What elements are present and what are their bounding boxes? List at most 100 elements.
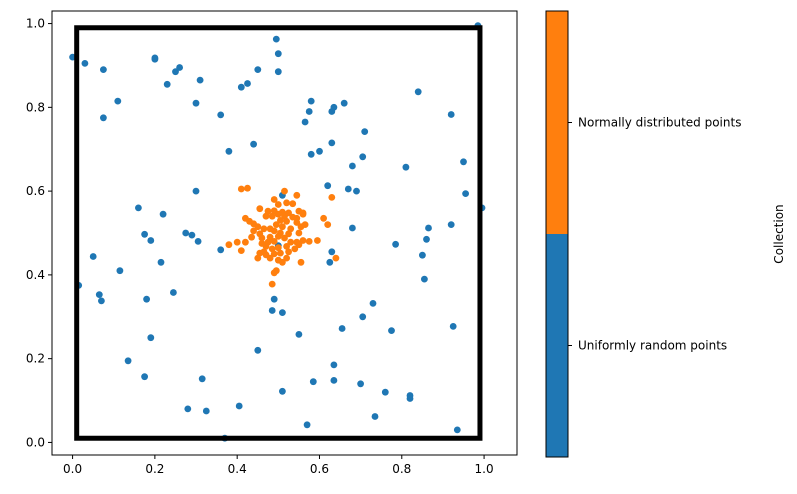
uniform-point <box>194 238 202 245</box>
normal-point <box>305 238 313 245</box>
normal-point <box>297 258 305 266</box>
uniform-point <box>340 99 348 107</box>
uniform-point <box>462 190 469 198</box>
bounding-square <box>74 25 483 441</box>
normal-point <box>297 223 305 231</box>
uniform-point <box>172 68 179 76</box>
uniform-point <box>95 291 103 298</box>
colorbar-tick-label: Normally distributed points <box>578 116 741 130</box>
uniform-point <box>406 395 414 402</box>
normal-point <box>262 212 270 220</box>
normal-point <box>274 244 282 252</box>
normal-point <box>281 212 288 220</box>
uniform-point <box>272 35 280 43</box>
normal-point <box>266 254 274 262</box>
uniform-point <box>309 378 317 386</box>
normal-point <box>332 254 340 262</box>
normal-point <box>295 229 303 237</box>
uniform-point <box>353 187 360 195</box>
uniform-point <box>196 76 204 84</box>
normal-point <box>258 234 266 242</box>
normal-point <box>279 258 286 266</box>
uniform-point <box>392 240 399 248</box>
normal-point <box>248 233 256 241</box>
uniform-point <box>359 313 367 321</box>
uniform-point <box>170 289 177 296</box>
normal-point <box>281 187 288 195</box>
normal-point <box>250 227 257 235</box>
uniform-point <box>414 88 422 96</box>
uniform-point <box>198 375 206 383</box>
uniform-point <box>279 309 286 316</box>
uniform-point <box>423 235 430 243</box>
x-tick-label: 0.4 <box>228 462 247 476</box>
uniform-point <box>163 80 171 88</box>
normal-point <box>277 249 284 257</box>
colorbar: Uniformly random points Normally distribu… <box>545 10 786 458</box>
normal-point <box>274 233 282 240</box>
uniform-point <box>344 185 352 193</box>
normal-point <box>260 225 268 233</box>
normal-point <box>291 245 299 253</box>
uniform-point <box>143 295 151 303</box>
uniform-point <box>100 114 107 122</box>
plot-area: 0.0 0.2 0.4 0.6 0.8 1.0 0.0 0.2 0.4 0.6 0.8 1.0 <box>26 10 518 476</box>
uniform-point <box>141 373 149 381</box>
y-tick-label: 0.6 <box>26 184 45 198</box>
uniform-point <box>307 97 315 105</box>
uniform-point <box>81 60 89 67</box>
uniform-point <box>235 402 243 410</box>
uniform-point <box>338 325 346 332</box>
uniform-point <box>147 334 155 342</box>
normal-point <box>254 254 262 262</box>
y-tick-label: 0.8 <box>26 100 45 114</box>
normal-point <box>233 238 241 246</box>
uniform-point <box>141 230 149 238</box>
normal-point <box>256 205 264 213</box>
normal-point <box>324 221 332 229</box>
uniform-point <box>268 307 276 314</box>
uniform-point <box>328 139 336 147</box>
uniform-point <box>114 97 122 105</box>
uniform-point <box>330 377 338 384</box>
uniform-point <box>303 421 311 429</box>
normal-point <box>270 227 278 235</box>
uniform-point <box>295 331 303 338</box>
uniform-point <box>449 323 457 330</box>
normal-point <box>283 199 290 207</box>
x-tick-label: 0.0 <box>63 462 82 476</box>
normal-point <box>299 210 307 218</box>
normal-point <box>279 223 286 231</box>
uniform-point <box>135 204 142 212</box>
uniform-point <box>324 182 332 190</box>
normal-point <box>242 238 249 246</box>
uniform-point <box>447 221 455 229</box>
x-tick-label: 0.8 <box>392 462 411 476</box>
normal-point <box>328 194 336 201</box>
uniform-point <box>116 267 124 275</box>
uniform-point <box>371 413 379 420</box>
normal-point <box>287 238 295 246</box>
normal-point <box>270 250 278 258</box>
uniform-point <box>100 66 107 73</box>
uniform-point <box>326 258 334 266</box>
uniform-point <box>225 147 233 155</box>
uniform-point <box>176 64 184 71</box>
uniform-point <box>151 54 159 62</box>
colorbar-segment <box>546 234 568 457</box>
uniform-point <box>279 387 286 395</box>
normal-point <box>272 267 280 275</box>
normal-point <box>237 247 245 255</box>
uniform-point <box>182 229 190 237</box>
uniform-point <box>330 103 338 111</box>
uniform-point <box>305 108 313 115</box>
uniform-point <box>270 295 278 303</box>
normal-point <box>293 238 301 246</box>
uniform-point <box>361 128 369 136</box>
normal-point <box>244 184 251 192</box>
normal-point <box>283 254 290 262</box>
uniform-point <box>202 407 210 415</box>
uniform-point <box>98 297 105 305</box>
uniform-point <box>421 275 428 283</box>
uniform-point <box>402 163 410 171</box>
